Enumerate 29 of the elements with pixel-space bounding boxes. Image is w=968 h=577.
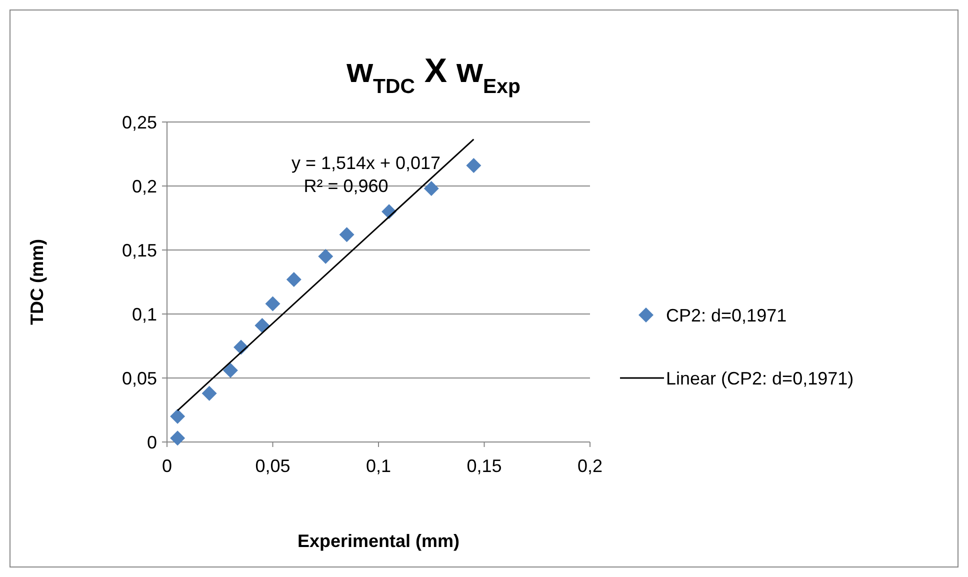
annotation: R² = 0,960 — [304, 176, 388, 196]
y-tick-label: 0,1 — [132, 304, 157, 324]
y-axis-title: TDC (mm) — [27, 239, 47, 325]
x-tick-label: 0,05 — [255, 456, 290, 476]
point — [222, 362, 238, 378]
legend-label: CP2: d=0,1971 — [666, 305, 787, 326]
point — [339, 227, 354, 242]
legend-label: Linear (CP2: d=0,1971) — [666, 368, 854, 388]
point — [466, 158, 482, 174]
y-tick-label: 0 — [146, 432, 157, 452]
y-tick-label: 0,25 — [122, 112, 157, 132]
x-tick-label: 0,2 — [577, 456, 603, 476]
point — [318, 248, 334, 264]
point — [424, 181, 439, 196]
y-tick-label: 0,05 — [122, 368, 157, 388]
point — [170, 430, 186, 446]
point — [170, 408, 186, 424]
point — [265, 296, 280, 312]
annotation: y = 1,514x + 0,017 — [291, 153, 441, 173]
x-axis-title: Experimental (mm) — [297, 531, 460, 551]
y-tick-label: 0,2 — [132, 176, 157, 196]
point — [286, 272, 302, 287]
point — [202, 386, 217, 401]
x-tick-label: 0 — [162, 456, 172, 476]
x-tick-label: 0,15 — [466, 456, 502, 476]
chart-title: w$_{TDC}$ X w$_{Exp}$ — [346, 52, 520, 98]
point — [254, 318, 270, 334]
y-tick-label: 0,15 — [122, 240, 157, 260]
x-tick-label: 0,1 — [366, 456, 392, 476]
